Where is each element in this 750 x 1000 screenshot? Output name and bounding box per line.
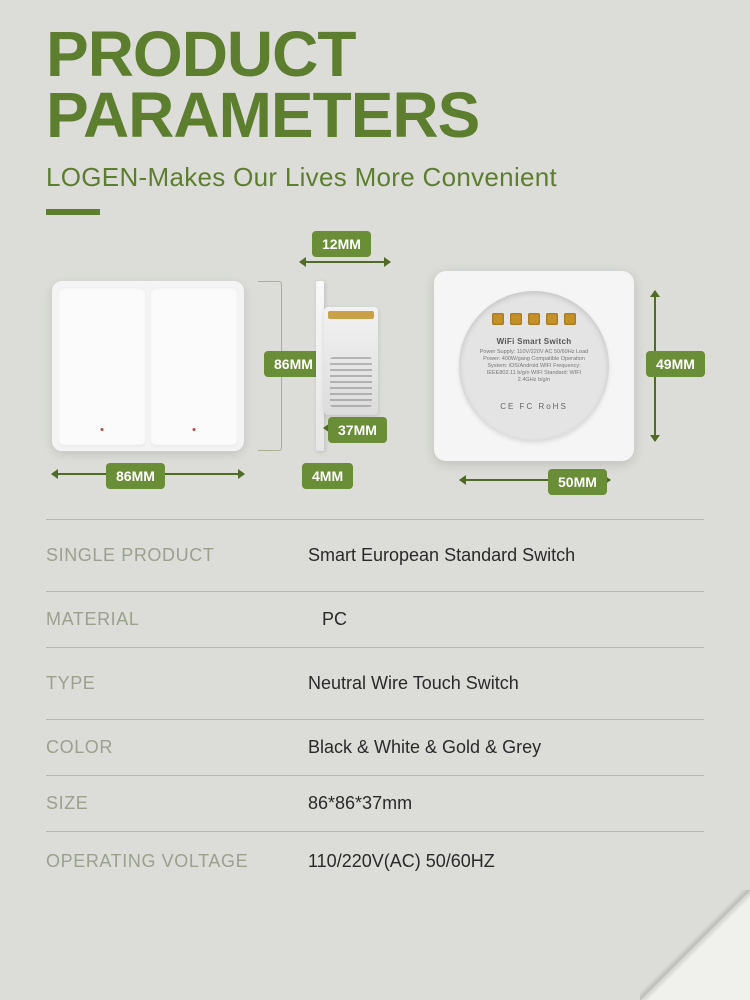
- terminal-block: [492, 313, 576, 325]
- switch-front-view: [52, 281, 244, 451]
- spec-value: 86*86*37mm: [308, 793, 412, 814]
- table-row: SINGLE PRODUCT Smart European Standard S…: [46, 519, 704, 591]
- dimension-diagram: 86MM 86MM 12MM 37MM 4MM WiFi Smart Switc…: [0, 223, 750, 513]
- spec-label: COLOR: [46, 737, 308, 758]
- switch-side-module: [324, 307, 378, 415]
- spec-value: Black & White & Gold & Grey: [308, 737, 541, 758]
- header: PRODUCT PARAMETERS LOGEN-Makes Our Lives…: [0, 0, 750, 197]
- dim-front-width: 86MM: [106, 463, 165, 489]
- table-row: SIZE 86*86*37mm: [46, 775, 704, 831]
- table-row: COLOR Black & White & Gold & Grey: [46, 719, 704, 775]
- gang-button-right: [150, 287, 238, 445]
- dim-front-height: 86MM: [264, 351, 323, 377]
- gang-button-left: [58, 287, 146, 445]
- module-title: WiFi Smart Switch: [459, 337, 609, 346]
- spec-label: TYPE: [46, 673, 308, 694]
- spec-value: Smart European Standard Switch: [308, 545, 575, 566]
- dim-depth-top: 12MM: [312, 231, 371, 257]
- dim-box-depth: 37MM: [328, 417, 387, 443]
- wifi-module: WiFi Smart Switch Power Supply: 110V/220…: [459, 291, 609, 441]
- page-subtitle: LOGEN-Makes Our Lives More Convenient: [46, 162, 704, 193]
- spec-value: 110/220V(AC) 50/60HZ: [308, 851, 495, 872]
- dim-module-height: 49MM: [646, 351, 705, 377]
- page-fold-corner: [640, 890, 750, 1000]
- spec-table: SINGLE PRODUCT Smart European Standard S…: [46, 519, 704, 891]
- spec-value: Neutral Wire Touch Switch: [308, 673, 519, 694]
- module-cert-icons: CE FC RoHS: [459, 402, 609, 411]
- spec-label: OPERATING VOLTAGE: [46, 851, 308, 872]
- spec-value: PC: [308, 609, 347, 630]
- table-row: OPERATING VOLTAGE 110/220V(AC) 50/60HZ: [46, 831, 704, 891]
- dim-plate-thickness: 4MM: [302, 463, 353, 489]
- spec-label: SINGLE PRODUCT: [46, 545, 308, 566]
- spec-label: MATERIAL: [46, 609, 308, 630]
- page-title-line2: PARAMETERS: [46, 85, 704, 146]
- table-row: MATERIAL PC: [46, 591, 704, 647]
- accent-bar: [46, 209, 100, 215]
- table-row: TYPE Neutral Wire Touch Switch: [46, 647, 704, 719]
- page-title-line1: PRODUCT: [46, 24, 704, 85]
- module-fineprint: Power Supply: 110V/220V AC 50/60Hz Load …: [479, 349, 589, 385]
- dim-module-width: 50MM: [548, 469, 607, 495]
- switch-back-view: WiFi Smart Switch Power Supply: 110V/220…: [434, 271, 634, 461]
- spec-label: SIZE: [46, 793, 308, 814]
- rule-depth-top: [300, 261, 390, 263]
